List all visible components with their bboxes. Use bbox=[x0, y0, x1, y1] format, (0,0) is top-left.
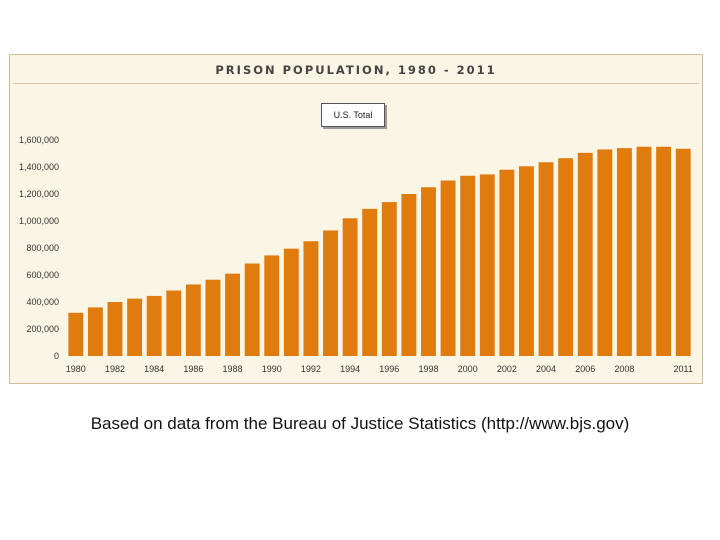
bar-2003 bbox=[519, 166, 534, 356]
bar-1996 bbox=[381, 202, 397, 356]
y-tick-label: 800,000 bbox=[26, 243, 59, 253]
y-axis: 0 200,000 400,000 600,000 800,000 1,000,000 1,… bbox=[19, 135, 59, 361]
bar-1999 bbox=[440, 180, 456, 356]
x-tick-label: 1992 bbox=[301, 364, 321, 374]
x-tick-label: 1980 bbox=[66, 364, 86, 374]
bar-1990 bbox=[264, 255, 280, 356]
y-tick-label: 1,400,000 bbox=[19, 162, 59, 172]
y-tick-label: 200,000 bbox=[26, 324, 59, 334]
x-tick-label: 2008 bbox=[614, 364, 634, 374]
x-tick-label: 1996 bbox=[379, 364, 399, 374]
bar-1991 bbox=[283, 248, 299, 356]
x-tick-label: 1998 bbox=[418, 364, 438, 374]
bar-series bbox=[68, 146, 691, 356]
x-tick-label: 1982 bbox=[105, 364, 125, 374]
x-tick-label: 1988 bbox=[223, 364, 243, 374]
x-tick-label: 2002 bbox=[497, 364, 517, 374]
bar-1994 bbox=[342, 218, 358, 356]
x-tick-label: 2011 bbox=[674, 364, 693, 374]
y-tick-label: 0 bbox=[54, 351, 59, 361]
x-tick-label: 2006 bbox=[575, 364, 595, 374]
bar-1986 bbox=[185, 284, 201, 356]
y-tick-label: 1,000,000 bbox=[19, 216, 59, 226]
bar-1988 bbox=[225, 273, 240, 356]
bar-1992 bbox=[303, 241, 319, 356]
x-tick-label: 1990 bbox=[262, 364, 282, 374]
bar-1981 bbox=[87, 307, 103, 356]
bar-1998 bbox=[421, 187, 436, 356]
bar-2005 bbox=[558, 158, 574, 356]
y-tick-label: 1,200,000 bbox=[19, 189, 59, 199]
bar-2006 bbox=[577, 152, 593, 356]
bar-2004 bbox=[538, 162, 554, 356]
x-tick-label: 1984 bbox=[144, 364, 164, 374]
bar-1987 bbox=[205, 279, 221, 356]
bar-2002 bbox=[499, 169, 515, 356]
chart-frame: PRISON POPULATION, 1980 - 2011 0 200,000 4… bbox=[9, 54, 703, 384]
bar-1995 bbox=[362, 208, 378, 356]
bar-2008 bbox=[616, 148, 632, 356]
bar-2000 bbox=[460, 175, 476, 356]
bar-1980 bbox=[68, 312, 84, 356]
chart-title: PRISON POPULATION, 1980 - 2011 bbox=[215, 63, 497, 77]
title-divider bbox=[13, 83, 699, 84]
bar-2001 bbox=[479, 174, 495, 356]
region-selector[interactable]: U.S. Total bbox=[321, 103, 385, 127]
y-tick-label: 1,600,000 bbox=[19, 135, 59, 145]
bar-1984 bbox=[146, 295, 162, 356]
bar-2007 bbox=[597, 149, 613, 356]
bar-chart: 0 200,000 400,000 600,000 800,000 1,000,000 1,… bbox=[19, 135, 693, 374]
y-tick-label: 600,000 bbox=[26, 270, 59, 280]
bar-2009 bbox=[636, 146, 652, 356]
y-tick-label: 400,000 bbox=[26, 297, 59, 307]
x-tick-label: 1986 bbox=[183, 364, 203, 374]
x-axis: 1980 1982 1984 1986 1988 1990 1992 1994 1996 1998… bbox=[66, 364, 693, 374]
x-tick-label: 2000 bbox=[458, 364, 478, 374]
x-tick-label: 1994 bbox=[340, 364, 360, 374]
x-tick-label: 2004 bbox=[536, 364, 556, 374]
bar-1985 bbox=[166, 290, 182, 356]
bar-1982 bbox=[107, 302, 123, 356]
bar-2010 bbox=[656, 146, 672, 356]
bar-1997 bbox=[401, 194, 417, 356]
source-caption: Based on data from the Bureau of Justice… bbox=[90, 414, 630, 433]
bar-1993 bbox=[323, 230, 338, 356]
bar-2011 bbox=[675, 148, 691, 356]
bar-1983 bbox=[127, 298, 143, 356]
bar-1989 bbox=[244, 263, 260, 356]
